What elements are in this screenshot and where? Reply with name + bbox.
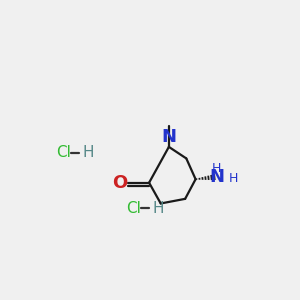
Text: H: H [212, 162, 221, 175]
Text: Cl: Cl [56, 145, 71, 160]
Text: H: H [229, 172, 238, 184]
Text: N: N [161, 128, 176, 146]
Text: N: N [209, 168, 224, 186]
Text: H: H [153, 201, 164, 216]
Text: Cl: Cl [126, 201, 141, 216]
Text: H: H [83, 145, 94, 160]
Text: O: O [112, 174, 127, 192]
